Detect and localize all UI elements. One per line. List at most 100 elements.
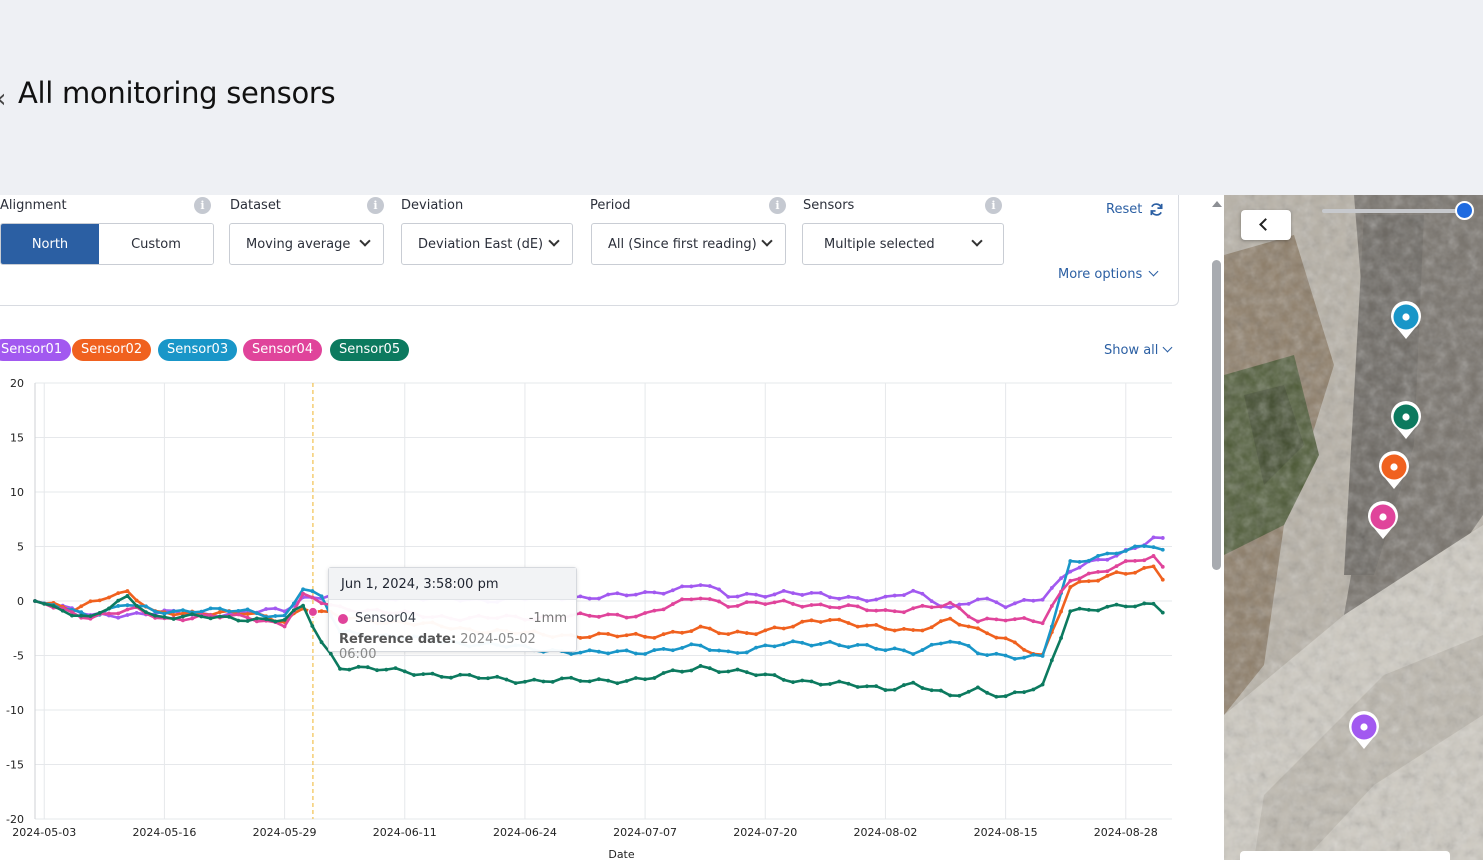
satellite-map[interactable]	[1224, 195, 1483, 860]
data-point-sensor01	[578, 594, 583, 599]
data-point-sensor04	[1105, 569, 1110, 574]
data-point-sensor05	[791, 680, 795, 685]
data-point-sensor05	[966, 689, 971, 694]
data-point-sensor01	[273, 606, 278, 611]
data-point-sensor05	[726, 669, 731, 674]
data-point-sensor05	[1049, 658, 1054, 663]
y-tick-label: 20	[10, 377, 24, 390]
data-point-sensor05	[430, 671, 435, 676]
data-point-sensor04	[726, 604, 731, 609]
info-icon[interactable]: i	[985, 197, 1002, 214]
refresh-icon[interactable]	[1149, 202, 1164, 217]
alignment-north-button[interactable]: North	[1, 224, 99, 264]
data-point-sensor05	[42, 602, 47, 606]
data-point-sensor01	[948, 605, 953, 610]
opacity-slider-knob[interactable]	[1455, 201, 1474, 220]
data-point-sensor01	[809, 590, 814, 595]
data-point-sensor01	[985, 596, 990, 601]
back-arrow-icon[interactable]: ‹	[0, 84, 6, 114]
data-point-sensor02	[633, 631, 638, 636]
x-tick-label: 2024-05-29	[253, 826, 317, 839]
data-point-sensor03	[291, 601, 296, 606]
data-point-sensor02	[800, 619, 805, 624]
deviation-dropdown[interactable]: Deviation East (dE)	[401, 223, 573, 265]
sensors-dropdown[interactable]: Multiple selected	[802, 223, 1004, 265]
chevron-down-icon	[1162, 342, 1173, 353]
info-icon[interactable]: i	[367, 197, 384, 214]
data-point-sensor02	[1096, 578, 1100, 583]
data-point-sensor03	[1077, 559, 1082, 564]
data-point-sensor05	[116, 598, 121, 603]
data-point-sensor02	[818, 620, 823, 624]
data-point-sensor04	[1160, 564, 1165, 569]
data-point-sensor01	[717, 587, 721, 592]
dataset-dropdown[interactable]: Moving average	[229, 223, 384, 265]
info-icon[interactable]: i	[194, 197, 211, 214]
data-point-sensor05	[818, 682, 823, 687]
data-point-sensor02	[911, 628, 916, 632]
data-point-sensor03	[800, 640, 805, 645]
more-options-button[interactable]: More options	[1058, 266, 1159, 282]
data-point-sensor03	[652, 648, 657, 652]
data-point-sensor01	[735, 594, 740, 599]
opacity-slider[interactable]	[1322, 209, 1467, 213]
data-point-sensor04	[892, 609, 897, 614]
map-pin-icon[interactable]	[1347, 710, 1381, 750]
period-dropdown[interactable]: All (Since first reading)	[591, 223, 786, 265]
scroll-up-arrow-icon[interactable]	[1212, 201, 1222, 207]
data-point-sensor05	[624, 679, 629, 683]
data-point-sensor03	[809, 643, 814, 648]
data-point-sensor05	[107, 606, 111, 611]
data-point-sensor02	[107, 595, 111, 600]
legend-chip-sensor03[interactable]: Sensor03	[158, 339, 238, 361]
data-point-sensor02	[735, 629, 740, 634]
data-point-sensor01	[865, 599, 869, 603]
data-point-sensor03	[892, 646, 897, 651]
data-point-sensor04	[948, 600, 953, 605]
dataset-label: Dataset	[230, 198, 281, 213]
data-point-sensor01	[633, 592, 638, 597]
data-point-sensor04	[735, 604, 740, 608]
data-point-sensor03	[1114, 551, 1119, 556]
data-point-sensor03	[975, 651, 980, 656]
map-bottom-control[interactable]	[1240, 851, 1450, 860]
data-point-sensor05	[486, 676, 490, 681]
legend-chip-sensor04[interactable]: Sensor04	[243, 339, 323, 361]
data-point-sensor04	[837, 605, 842, 610]
data-point-sensor02	[587, 635, 592, 640]
alignment-custom-button[interactable]: Custom	[99, 224, 213, 264]
data-point-sensor04	[828, 605, 832, 610]
data-point-sensor02	[1151, 564, 1156, 569]
data-point-sensor05	[97, 611, 102, 615]
map-pin-icon[interactable]	[1366, 500, 1400, 540]
scrollbar-thumb[interactable]	[1212, 260, 1221, 570]
data-point-sensor05	[365, 665, 370, 670]
map-pin-icon[interactable]	[1389, 400, 1423, 440]
data-point-sensor02	[670, 629, 675, 634]
data-point-sensor02	[1059, 609, 1063, 614]
reset-button[interactable]: Reset	[1106, 202, 1143, 217]
data-point-sensor04	[615, 612, 620, 617]
data-point-sensor05	[948, 693, 953, 698]
y-tick-label: -10	[6, 704, 24, 717]
data-point-sensor02	[319, 609, 324, 614]
data-point-sensor05	[190, 612, 195, 617]
data-point-sensor03	[846, 645, 851, 650]
data-point-sensor01	[846, 594, 851, 599]
data-point-sensor02	[1142, 566, 1147, 570]
info-icon[interactable]: i	[769, 197, 786, 214]
data-point-sensor02	[245, 612, 250, 616]
show-all-button[interactable]: Show all	[1104, 342, 1173, 358]
legend-chip-sensor02[interactable]: Sensor02	[72, 339, 152, 361]
data-point-sensor02	[855, 624, 860, 629]
data-point-sensor05	[458, 672, 463, 677]
legend-chip-sensor01[interactable]: Sensor01	[0, 339, 72, 361]
legend-chip-sensor05[interactable]: Sensor05	[330, 339, 410, 361]
map-back-button[interactable]	[1241, 210, 1291, 240]
map-pin-icon[interactable]	[1377, 450, 1411, 490]
data-point-sensor02	[116, 591, 121, 596]
data-point-sensor03	[144, 604, 148, 609]
data-point-sensor03	[744, 650, 749, 655]
map-pin-icon[interactable]	[1389, 300, 1423, 340]
